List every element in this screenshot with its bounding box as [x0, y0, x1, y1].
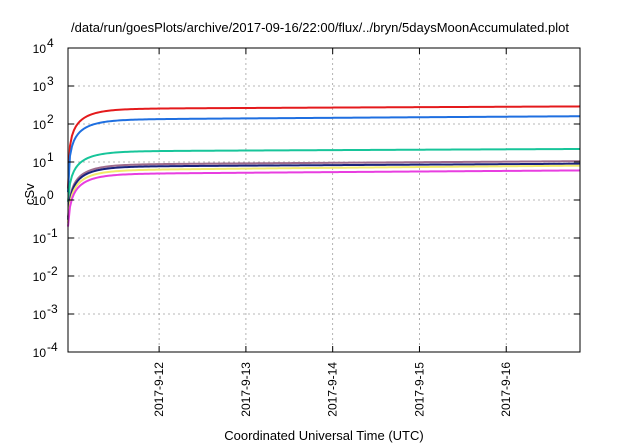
y-tick-label: 10	[33, 346, 47, 360]
y-tick-exponent: -4	[47, 340, 58, 354]
chart-title: /data/run/goesPlots/archive/2017-09-16/2…	[71, 20, 569, 35]
y-tick-label: 10	[33, 270, 47, 284]
y-tick-exponent: 3	[47, 74, 54, 88]
y-tick-label: 10	[33, 118, 47, 132]
y-tick-exponent: -2	[47, 264, 58, 278]
y-tick-exponent: -1	[47, 226, 58, 240]
y-tick-exponent: 4	[47, 36, 54, 50]
y-tick-label: 10	[33, 156, 47, 170]
y-tick-label: 10	[33, 80, 47, 94]
y-tick-exponent: 1	[47, 150, 54, 164]
series-line-1	[67, 105, 581, 189]
x-tick-label: 2017-9-15	[412, 362, 426, 417]
y-tick-label: 10	[33, 42, 47, 56]
y-tick-label: 10	[33, 194, 47, 208]
x-tick-label: 2017-9-14	[326, 362, 340, 417]
series-line-3	[67, 147, 581, 202]
series-line-4	[67, 160, 581, 218]
x-tick-label: 2017-9-16	[499, 362, 513, 417]
y-tick-exponent: 2	[47, 112, 54, 126]
y-tick-label: 10	[33, 232, 47, 246]
series-line-5	[67, 162, 581, 220]
series-line-6	[67, 164, 581, 223]
x-axis-label: Coordinated Universal Time (UTC)	[224, 428, 424, 443]
y-tick-label: 10	[33, 308, 47, 322]
y-tick-exponent: 0	[47, 188, 54, 202]
y-tick-exponent: -3	[47, 302, 58, 316]
x-tick-label: 2017-9-13	[239, 362, 253, 417]
x-tick-label: 2017-9-12	[152, 362, 166, 417]
y-axis-label: cSv	[22, 183, 37, 205]
series-line-2	[67, 115, 581, 193]
series-line-7	[67, 169, 581, 227]
